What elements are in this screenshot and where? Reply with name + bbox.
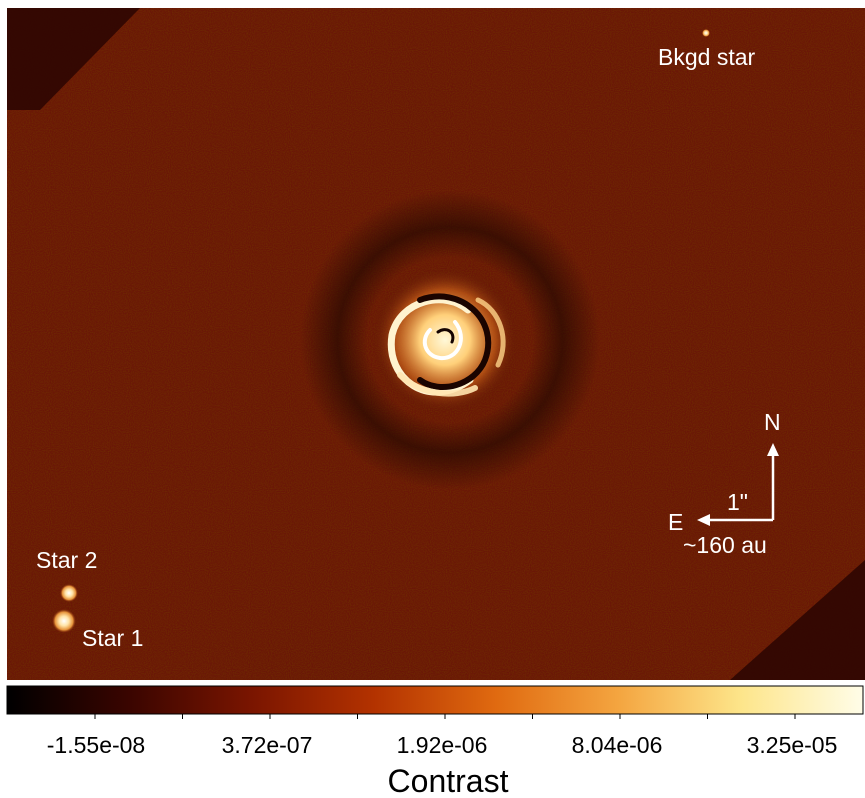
label-star-2: Star 2	[36, 547, 97, 573]
colorbar-tick-label: 3.25e-05	[747, 732, 838, 758]
colorbar-tick-label: -1.55e-08	[47, 732, 145, 758]
spiral-disk	[387, 293, 506, 397]
image-panel	[7, 8, 865, 680]
colorbar-gradient	[6, 685, 864, 715]
star-1-marker	[52, 609, 76, 633]
colorbar-minor-ticks	[94, 714, 796, 719]
label-background-star: Bkgd star	[658, 44, 755, 70]
compass-east-label: E	[668, 509, 683, 535]
detector-edge-bottom-right	[730, 560, 865, 680]
compass-scale-arcsec: 1"	[727, 489, 748, 515]
compass-east-arrowhead	[697, 514, 710, 526]
compass-north-label: N	[764, 409, 781, 435]
colorbar: -1.55e-08 3.72e-07 1.92e-06 8.04e-06 3.2…	[6, 685, 864, 798]
detector-edge-top-left	[7, 8, 140, 110]
colorbar-title: Contrast	[388, 763, 509, 798]
colorbar-tick-label: 3.72e-07	[222, 732, 313, 758]
compass: N E 1" ~160 au	[668, 409, 781, 558]
label-star-1: Star 1	[82, 625, 143, 651]
colorbar-tick-label: 1.92e-06	[397, 732, 488, 758]
background-star	[702, 29, 710, 37]
star-2-marker	[60, 584, 78, 602]
colorbar-tick-label: 8.04e-06	[572, 732, 663, 758]
compass-north-arrowhead	[767, 443, 779, 456]
compass-scale-au: ~160 au	[683, 532, 767, 558]
